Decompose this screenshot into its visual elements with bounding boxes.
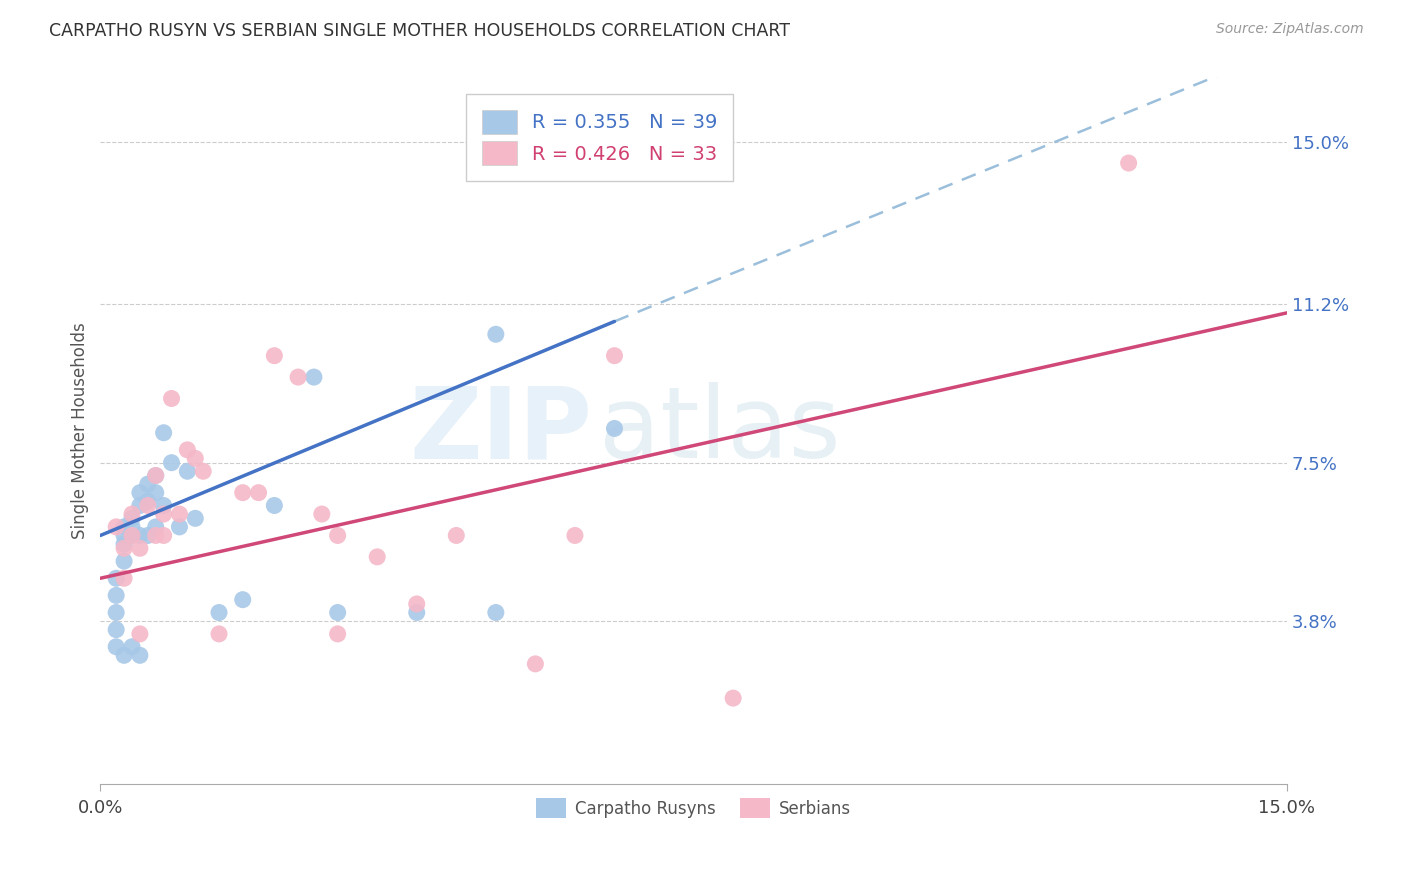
Point	[326, 627, 349, 641]
Text: CARPATHO RUSYN VS SERBIAN SINGLE MOTHER HOUSEHOLDS CORRELATION CHART: CARPATHO RUSYN VS SERBIAN SINGLE MOTHER …	[49, 22, 790, 40]
Point	[405, 606, 427, 620]
Point	[112, 537, 135, 551]
Point	[176, 442, 198, 457]
Point	[129, 627, 152, 641]
Point	[145, 520, 167, 534]
Point	[105, 640, 128, 654]
Point	[136, 528, 159, 542]
Text: atlas: atlas	[599, 382, 841, 479]
Point	[184, 451, 207, 466]
Point	[145, 468, 167, 483]
Point	[208, 627, 231, 641]
Point	[129, 648, 152, 663]
Point	[193, 464, 215, 478]
Point	[121, 528, 143, 542]
Point	[446, 528, 468, 542]
Point	[136, 494, 159, 508]
Point	[152, 425, 174, 440]
Point	[105, 623, 128, 637]
Point	[169, 520, 191, 534]
Point	[105, 571, 128, 585]
Point	[160, 456, 183, 470]
Point	[311, 507, 333, 521]
Legend: Carpatho Rusyns, Serbians: Carpatho Rusyns, Serbians	[530, 791, 858, 825]
Point	[152, 499, 174, 513]
Point	[208, 606, 231, 620]
Point	[121, 640, 143, 654]
Point	[112, 520, 135, 534]
Y-axis label: Single Mother Households: Single Mother Households	[72, 322, 89, 539]
Point	[112, 648, 135, 663]
Point	[232, 592, 254, 607]
Point	[105, 520, 128, 534]
Point	[112, 554, 135, 568]
Point	[247, 485, 270, 500]
Text: ZIP: ZIP	[411, 382, 593, 479]
Point	[112, 571, 135, 585]
Point	[121, 511, 143, 525]
Point	[136, 477, 159, 491]
Point	[263, 499, 285, 513]
Point	[152, 507, 174, 521]
Point	[121, 528, 143, 542]
Point	[564, 528, 586, 542]
Point	[129, 499, 152, 513]
Point	[112, 528, 135, 542]
Point	[1118, 156, 1140, 170]
Point	[603, 349, 626, 363]
Point	[176, 464, 198, 478]
Point	[136, 499, 159, 513]
Point	[184, 511, 207, 525]
Point	[287, 370, 309, 384]
Point	[152, 528, 174, 542]
Text: Source: ZipAtlas.com: Source: ZipAtlas.com	[1216, 22, 1364, 37]
Point	[129, 541, 152, 556]
Point	[169, 507, 191, 521]
Point	[160, 392, 183, 406]
Point	[112, 541, 135, 556]
Point	[121, 507, 143, 521]
Point	[721, 691, 744, 706]
Point	[129, 528, 152, 542]
Point	[129, 485, 152, 500]
Point	[232, 485, 254, 500]
Point	[326, 606, 349, 620]
Point	[485, 327, 508, 342]
Point	[145, 485, 167, 500]
Point	[263, 349, 285, 363]
Point	[145, 468, 167, 483]
Point	[366, 549, 388, 564]
Point	[405, 597, 427, 611]
Point	[485, 606, 508, 620]
Point	[105, 588, 128, 602]
Point	[145, 528, 167, 542]
Point	[302, 370, 325, 384]
Point	[603, 421, 626, 435]
Point	[524, 657, 547, 671]
Point	[121, 520, 143, 534]
Point	[326, 528, 349, 542]
Point	[105, 606, 128, 620]
